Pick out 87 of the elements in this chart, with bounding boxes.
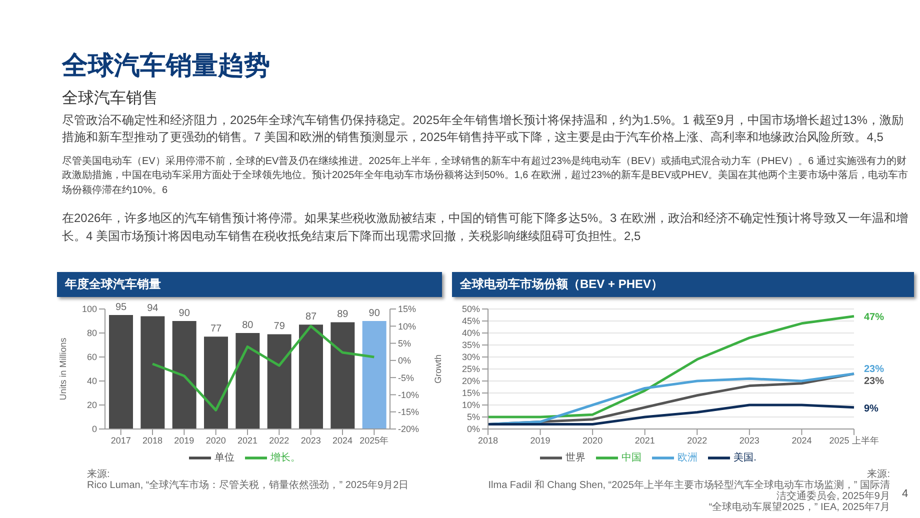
x-tick-label: 2022	[269, 435, 290, 446]
y2-tick-label: 0%	[398, 356, 412, 366]
legend-label: 欧洲	[678, 452, 698, 464]
x-tick-label: 2023	[300, 435, 321, 446]
chart-title: 全球电动车市场份额（BEV + PHEV）	[452, 272, 914, 297]
x-tick-label: 2024	[332, 435, 353, 446]
y-tick-label: 10%	[462, 400, 480, 410]
y-tick-label: 20%	[462, 376, 480, 386]
y-axis-title: Units in Millions	[58, 337, 68, 400]
chart-title: 年度全球汽车销量	[57, 272, 442, 297]
bar	[236, 333, 260, 429]
bar	[172, 321, 196, 429]
x-tick-label: 2021	[237, 435, 258, 446]
y-tick-label: 40%	[462, 328, 480, 338]
y-tick-label: 45%	[462, 316, 480, 326]
data-label: 47%	[864, 312, 884, 324]
text: 全球汽车销量趋势	[62, 49, 270, 82]
source-note: 来源:	[866, 469, 890, 480]
bar	[204, 336, 228, 429]
bar	[362, 321, 386, 429]
data-label: 80	[242, 320, 254, 331]
y-tick-label: 60	[86, 352, 97, 362]
data-label: 9%	[864, 403, 879, 414]
y-tick-label: 25%	[462, 364, 480, 374]
x-tick-label: 2025年	[360, 435, 389, 446]
data-label: 87	[305, 312, 317, 323]
legend-label: 世界	[566, 452, 586, 464]
y-tick-label: 80	[86, 328, 97, 338]
x-tick-label: 2025 上半年	[829, 435, 879, 446]
y-tick-label: 30%	[462, 352, 480, 362]
bar	[109, 315, 133, 429]
text: 尽管政治不确定性和经济阻力，2025年全球汽车销售仍保持稳定。2025年全年销售增长预计将保持温和，约为1.5%。1 截至9月，中国市场增长超过13%，激励措施和新车型推动了更强劲的销售。7 美国和欧洲的销售预测显示，2025年销售持平或下降，这主要是由于汽车价格上涨、高利率和地缘政治风险所致。4,5	[62, 112, 904, 146]
legend-label: 美国.	[734, 452, 756, 464]
bar	[140, 316, 165, 429]
x-tick-label: 2018	[478, 435, 498, 446]
y2-tick-label: -15%	[398, 407, 420, 418]
y2-tick-label: -20%	[398, 424, 420, 434]
legend-label: 单位	[214, 452, 234, 464]
legend-label: 增长。	[270, 452, 300, 464]
x-tick-label: 2019	[530, 435, 550, 446]
y-tick-label: 35%	[462, 340, 480, 350]
y-tick-label: 5%	[466, 412, 480, 422]
x-tick-label: 2022	[687, 435, 708, 446]
y2-tick-label: 15%	[398, 304, 416, 314]
y-tick-label: 40	[86, 376, 97, 386]
x-tick-label: 2020	[582, 435, 603, 446]
text: 全球汽车销售	[62, 88, 158, 109]
text: Ilma Fadil 和 Chang Shen, “2025年上半年主要市场轻型汽车全球电动车市场监测，” 国际清洁交通委员会, 2025年9月	[487, 480, 890, 502]
data-label: 23%	[864, 376, 884, 387]
y-tick-label: 15%	[462, 388, 480, 398]
y2-tick-label: 5%	[398, 338, 412, 348]
y-tick-label: 100	[82, 304, 97, 314]
y2-tick-label: -10%	[398, 390, 420, 400]
text: Rico Luman, “全球汽车市场：尽管关税，销量依然强劲，” 2025年9月2日	[87, 480, 410, 491]
y-tick-label: 0%	[466, 424, 480, 434]
x-tick-label: 2018	[142, 435, 163, 446]
text: 尽管美国电动车（EV）采用停滞不前，全球的EV普及仍在继续推进。2025年上半年，全球销售的新车中有超过23%是纯电动车（BEV）或插电式混合动力车（PHEV）。6 通过实施强有力的财政激励措施，中国在电动车采用方面处于全球领先地位。预计2025年全年电动车市场份额将达到50%。1,6 在欧洲，超过23%的新车是BEV或PHEV。美国在其他两个主要市场中落后，电动车市场份额停滞在约10%。6	[62, 154, 910, 198]
line-series	[486, 314, 856, 418]
data-label: 90	[178, 308, 190, 319]
x-tick-label: 2020	[206, 435, 226, 446]
line-series	[486, 404, 856, 426]
data-label: 79	[274, 321, 286, 332]
text: 4	[902, 488, 908, 500]
source-note: 来源:	[87, 469, 111, 480]
data-label: 94	[147, 303, 159, 314]
y2-axis-title: Growth	[433, 354, 444, 384]
data-label: 95	[115, 302, 127, 313]
y-tick-label: 20	[86, 400, 97, 410]
y2-tick-label: -5%	[398, 372, 414, 383]
x-tick-label: 2024	[792, 435, 812, 446]
x-tick-label: 2021	[634, 435, 655, 446]
bar	[330, 322, 355, 429]
data-label: 89	[337, 309, 349, 320]
bar	[299, 324, 323, 429]
bar	[267, 334, 292, 429]
x-tick-label: 2017	[110, 435, 131, 446]
text: “全球电动车展望2025，” IEA, 2025年7月	[708, 502, 890, 513]
data-label: 77	[210, 324, 222, 335]
y-tick-label: 0	[92, 424, 97, 434]
x-tick-label: 2019	[174, 435, 194, 446]
data-label: 90	[368, 308, 380, 319]
legend-label: 中国	[622, 452, 642, 464]
y-tick-label: 50%	[462, 304, 480, 314]
y2-tick-label: 10%	[398, 321, 416, 332]
text: 在2026年，许多地区的汽车销售预计将停滞。如果某些税收激励被结束，中国的销售可能下降多达5%。3 在欧洲，政治和经济不确定性预计将导致又一年温和增长。4 美国市场预计将因电动车销售在税收抵免结束后下降而出现需求回撤，关税影响继续阻碍可负担性。2,5	[62, 210, 910, 245]
x-tick-label: 2023	[739, 435, 760, 446]
data-label: 23%	[864, 364, 884, 375]
